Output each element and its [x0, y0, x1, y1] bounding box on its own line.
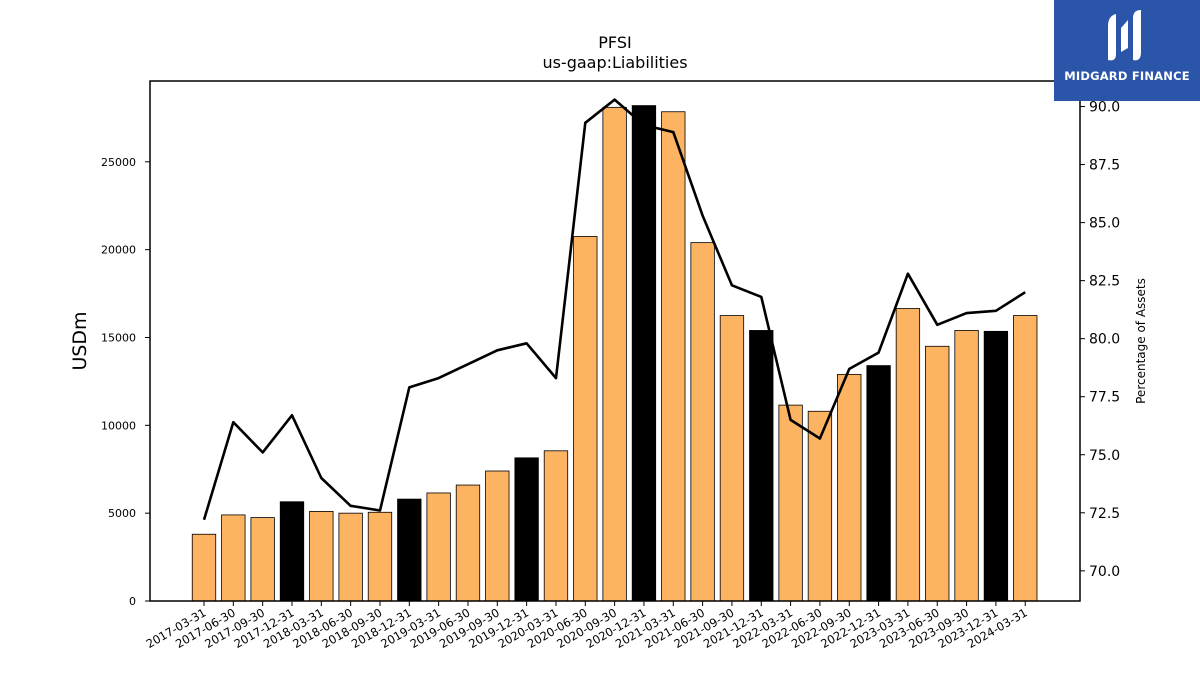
bar-2020-09-30	[602, 106, 627, 602]
bar-2023-03-31	[895, 308, 921, 602]
right-tick-label: 72.5	[1089, 506, 1120, 522]
bar-2022-09-30	[837, 373, 862, 602]
bar-2017-12-31	[279, 501, 305, 602]
bar-2019-03-31	[426, 492, 451, 602]
bar-2022-12-31	[866, 365, 891, 602]
left-tick-label: 25000	[101, 156, 136, 169]
right-tick-label: 70.0	[1089, 564, 1120, 580]
bar-2020-12-31	[631, 105, 657, 602]
bar-2024-03-31	[1013, 315, 1038, 602]
left-axis-label: USDm	[69, 311, 91, 370]
bar-2022-03-31	[778, 404, 803, 602]
left-tick-label: 5000	[108, 507, 136, 520]
right-tick-label: 75.0	[1089, 448, 1120, 464]
bar-2018-03-31	[309, 511, 334, 602]
bar-2017-06-30	[221, 514, 246, 602]
left-tick-label: 0	[129, 595, 136, 608]
x-axis: 2017-03-312017-06-302017-09-302017-12-31…	[144, 601, 1030, 651]
bar-2023-09-30	[954, 330, 979, 602]
bar-2017-09-30	[250, 517, 275, 602]
left-tick-label: 15000	[101, 331, 136, 344]
bar-2019-06-30	[455, 484, 481, 602]
right-tick-label: 85.0	[1089, 216, 1120, 232]
bar-2021-09-30	[719, 315, 745, 602]
bar-2021-06-30	[690, 242, 715, 602]
right-tick-label: 90.0	[1089, 100, 1120, 116]
chart-title: PFSI	[598, 33, 631, 52]
bar-2018-06-30	[338, 512, 363, 602]
brand-logo: MIDGARD FINANCE	[1054, 0, 1200, 101]
line-series	[202, 98, 1026, 521]
bar-2019-12-31	[514, 457, 539, 602]
right-axis: 70.0 72.5 75.0 77.5 80.0 82.5 85.0 87.5 90.0	[1080, 100, 1120, 580]
left-tick-label: 10000	[101, 419, 136, 432]
bar-2020-06-30	[573, 236, 598, 602]
bar-2017-03-31	[191, 533, 217, 602]
percentage-line	[202, 98, 1026, 521]
bar-2018-12-31	[397, 498, 422, 602]
right-tick-label: 82.5	[1089, 274, 1120, 290]
chart-subtitle: us-gaap:Liabilities	[542, 53, 687, 72]
midgard-logo-icon	[1108, 10, 1141, 61]
bars	[191, 105, 1038, 602]
right-tick-label: 87.5	[1089, 158, 1120, 174]
bar-2018-09-30	[367, 511, 393, 602]
brand-name: MIDGARD FINANCE	[1064, 69, 1190, 83]
bar-2019-09-30	[485, 470, 510, 602]
bar-2023-06-30	[925, 345, 950, 602]
left-axis: 0 5000 10000 15000 20000 25000	[101, 156, 150, 608]
bar-2020-03-31	[543, 450, 569, 602]
right-tick-label: 80.0	[1089, 332, 1120, 348]
bar-2023-12-31	[983, 330, 1009, 602]
right-axis-label: Percentage of Assets	[1134, 278, 1148, 404]
bar-2021-03-31	[661, 111, 686, 602]
bar-2021-12-31	[749, 330, 774, 602]
right-tick-label: 77.5	[1089, 390, 1120, 406]
left-tick-label: 20000	[101, 244, 136, 257]
